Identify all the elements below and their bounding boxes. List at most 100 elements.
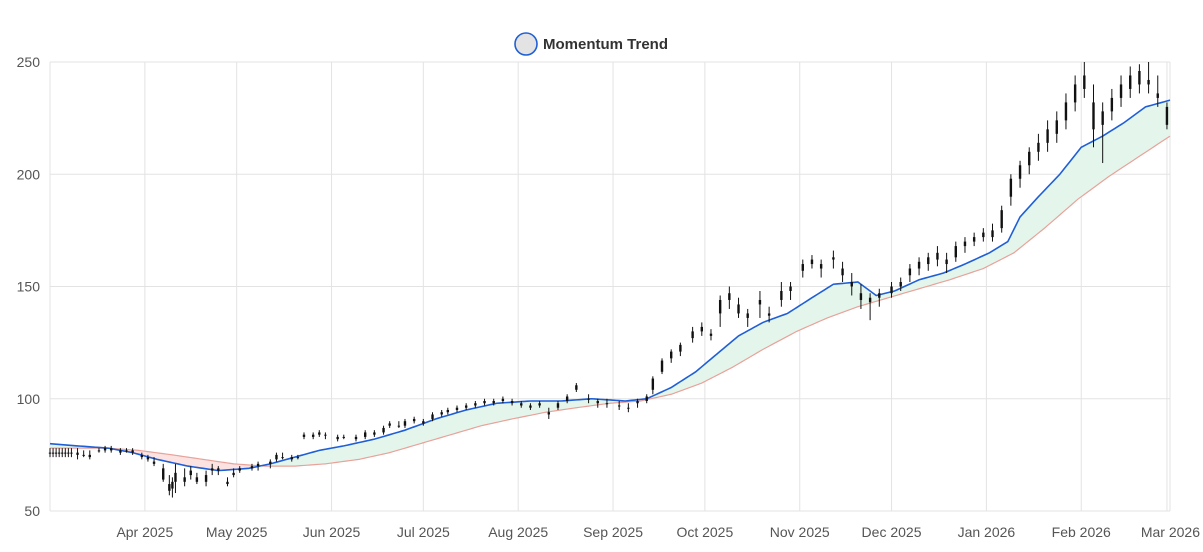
candle-body — [651, 378, 655, 390]
candle-body — [1028, 151, 1031, 166]
candle-body — [51, 452, 55, 454]
candle-body — [908, 268, 912, 276]
candle-body — [917, 261, 921, 269]
candle-body — [195, 477, 199, 482]
candle-body — [97, 450, 101, 452]
candle-body — [146, 457, 150, 460]
candle-body — [174, 472, 177, 482]
candle-body — [455, 407, 459, 410]
candle-body — [474, 403, 477, 406]
candle-body — [890, 286, 893, 294]
candle-body — [529, 405, 532, 408]
candle-body — [363, 432, 367, 437]
candle-body — [76, 452, 79, 455]
y-tick-label: 50 — [24, 503, 40, 519]
candle-body — [617, 405, 621, 407]
candle-body — [250, 466, 254, 469]
x-tick-label: Jul 2025 — [397, 524, 450, 540]
candle-body — [70, 452, 73, 454]
candle-body — [605, 403, 609, 405]
candle-body — [645, 396, 648, 401]
candle-body — [868, 297, 872, 303]
candle-body — [403, 421, 407, 426]
candle-body — [82, 454, 85, 456]
candle-body — [575, 385, 578, 390]
candle-body — [67, 452, 70, 454]
candle-body — [972, 237, 976, 242]
candle-body — [217, 468, 220, 471]
candle-body — [103, 448, 107, 451]
x-tick-label: Jan 2026 — [958, 524, 1016, 540]
candle-body — [168, 484, 171, 491]
candle-body — [397, 425, 401, 427]
candle-body — [281, 457, 284, 459]
candle-body — [679, 344, 682, 352]
candle-body — [1073, 84, 1077, 103]
candle-body — [483, 400, 486, 404]
candle-body — [342, 436, 345, 438]
candle-body — [1129, 75, 1132, 89]
candle-body — [596, 400, 599, 404]
candle-body — [210, 468, 214, 471]
candle-body — [440, 412, 443, 415]
candle-body — [1156, 93, 1159, 98]
candle-body — [232, 472, 235, 476]
candle-body — [758, 299, 762, 305]
candle-body — [767, 313, 771, 316]
y-tick-label: 150 — [17, 279, 41, 295]
y-tick-label: 200 — [17, 166, 41, 182]
candle-body — [1165, 106, 1169, 125]
candle-body — [318, 432, 321, 435]
candle-body — [1064, 102, 1068, 121]
candle-body — [832, 257, 835, 260]
candle-body — [991, 230, 994, 238]
candle-body — [691, 331, 694, 339]
candle-body — [963, 241, 967, 247]
candle-body — [446, 409, 450, 413]
candle-body — [61, 452, 64, 454]
candle-body — [64, 452, 67, 454]
candle-body — [110, 448, 113, 451]
x-tick-label: Feb 2026 — [1052, 524, 1111, 540]
candle-body — [718, 299, 722, 314]
candle-body — [565, 396, 569, 401]
y-axis: 50 100 150 200 250 — [17, 54, 41, 519]
candle-body — [492, 400, 495, 404]
candle-body — [48, 452, 52, 454]
bull-fill-region — [261, 100, 1170, 467]
candle-body — [587, 398, 590, 400]
candle-body — [636, 400, 639, 404]
candle-body — [660, 360, 664, 372]
candle-body — [57, 452, 61, 454]
candle-body — [88, 454, 91, 458]
candle-body — [1083, 75, 1086, 89]
candle-body — [859, 293, 863, 300]
candle-body — [1101, 111, 1104, 125]
candle-body — [275, 454, 278, 460]
legend-label[interactable]: Momentum Trend — [543, 36, 668, 53]
legend[interactable]: Momentum Trend — [514, 32, 668, 56]
candle-body — [204, 475, 208, 482]
x-tick-label: May 2025 — [206, 524, 268, 540]
candle-body — [841, 268, 844, 276]
candle-body — [850, 282, 853, 287]
bear-fill-region — [111, 448, 262, 471]
candle-body — [354, 436, 358, 440]
candle-body — [737, 304, 740, 314]
candle-body — [1037, 142, 1040, 152]
x-tick-label: Jun 2025 — [303, 524, 361, 540]
candle-body — [801, 264, 804, 271]
candle-body — [290, 457, 293, 460]
trend-lines — [49, 99, 1171, 472]
x-tick-label: Mar 2026 — [1141, 524, 1200, 540]
x-tick-label: Oct 2025 — [676, 524, 733, 540]
candle-body — [324, 434, 327, 436]
legend-swatch[interactable] — [514, 32, 538, 56]
candle-body — [927, 257, 930, 265]
candle-body — [162, 468, 165, 480]
x-tick-label: Aug 2025 — [488, 524, 548, 540]
y-tick-label: 100 — [17, 391, 41, 407]
candle-body — [945, 259, 948, 265]
